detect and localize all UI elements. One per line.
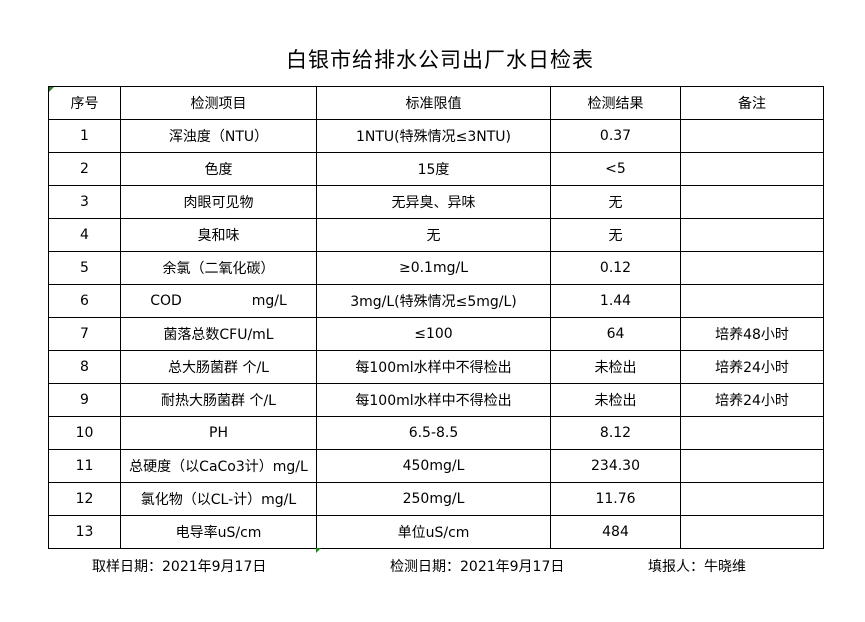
cell-marker (316, 548, 321, 553)
table-cell: 电导率uS/cm (120, 515, 317, 549)
table-cell: 3 (48, 185, 121, 219)
table-cell: 色度 (120, 152, 317, 186)
table-row: 10 PH 6.5-8.5 8.12 (48, 416, 824, 450)
inspection-table: 序号 检测项目 标准限值 检测结果 备注 1 浑浊度（NTU） 1NTU(特殊情况≤3NTU… (48, 86, 824, 549)
table-cell: 9 (48, 383, 121, 417)
table-cell (680, 284, 824, 318)
table-cell: 15度 (316, 152, 551, 186)
header-row: 序号 检测项目 标准限值 检测结果 备注 (48, 86, 824, 120)
table-cell: 8.12 (550, 416, 681, 450)
table-cell: 无异臭、异味 (316, 185, 551, 219)
table-cell (680, 482, 824, 516)
table-cell (680, 218, 824, 252)
table-cell: 484 (550, 515, 681, 549)
table-row: 3 肉眼可见物 无异臭、异味无 (48, 185, 824, 219)
table-cell: 浑浊度（NTU） (120, 119, 317, 153)
sample-date: 取样日期：2021年9月17日 (92, 559, 267, 575)
test-date: 检测日期：2021年9月17日 (390, 559, 565, 575)
table-cell: 11.76 (550, 482, 681, 516)
table-row: 7 菌落总数CFU/mL ≤100 64 培养48小时 (48, 317, 824, 351)
table-row: 13 电导率uS/cm 单位uS/cm 484 (48, 515, 824, 549)
table-cell (680, 152, 824, 186)
page-title: 白银市给排水公司出厂水日检表 (286, 48, 594, 72)
table-cell: 12 (48, 482, 121, 516)
table-cell: 无 (550, 185, 681, 219)
table-cell: 耐热大肠菌群 个/L (120, 383, 317, 417)
table-cell: 450mg/L (316, 449, 551, 483)
table-cell: 无 (550, 218, 681, 252)
table-cell: ≤100 (316, 317, 551, 351)
table-cell: 0.12 (550, 251, 681, 285)
table-row: 4 臭和味无无 (48, 218, 824, 252)
table-cell (680, 416, 824, 450)
table-cell: <5 (550, 152, 681, 186)
table-cell (680, 119, 824, 153)
table-cell: 臭和味 (120, 218, 317, 252)
table-cell: 无 (316, 218, 551, 252)
table-cell: 6.5-8.5 (316, 416, 551, 450)
table-cell (680, 515, 824, 549)
table-cell: 250mg/L (316, 482, 551, 516)
header-cell: 检测结果 (550, 86, 681, 120)
table-row: 5 余氯（二氧化碳） ≥0.1mg/L 0.12 (48, 251, 824, 285)
table-cell: 肉眼可见物 (120, 185, 317, 219)
table-cell: 234.30 (550, 449, 681, 483)
table-cell: 单位uS/cm (316, 515, 551, 549)
table-cell: 氯化物（以CL-计）mg/L (120, 482, 317, 516)
table-cell: 未检出 (550, 350, 681, 384)
table-cell: 13 (48, 515, 121, 549)
table-cell: 每100ml水样中不得检出 (316, 350, 551, 384)
table-cell: 8 (48, 350, 121, 384)
table-cell: 余氯（二氧化碳） (120, 251, 317, 285)
table-row: 9 耐热大肠菌群 个/L 每100ml水样中不得检出 未检出 培养24小时 (48, 383, 824, 417)
table-cell: 1NTU(特殊情况≤3NTU) (316, 119, 551, 153)
table-cell: 7 (48, 317, 121, 351)
header-cell: 检测项目 (120, 86, 317, 120)
table-cell: 2 (48, 152, 121, 186)
table-cell: ≥0.1mg/L (316, 251, 551, 285)
table-cell-cod: COD mg/L (120, 284, 317, 318)
table-cell: 5 (48, 251, 121, 285)
table-row: 8 总大肠菌群 个/L 每100ml水样中不得检出 未检出 培养24小时 (48, 350, 824, 384)
table-row: 1 浑浊度（NTU） 1NTU(特殊情况≤3NTU) 0.37 (48, 119, 824, 153)
table-cell (680, 185, 824, 219)
table-cell: 1.44 (550, 284, 681, 318)
table-cell: 3mg/L(特殊情况≤5mg/L) (316, 284, 551, 318)
table-cell: 培养24小时 (680, 350, 824, 384)
table-cell: 总大肠菌群 个/L (120, 350, 317, 384)
header-cell: 序号 (48, 86, 121, 120)
header-cell: 标准限值 (316, 86, 551, 120)
table-cell: 菌落总数CFU/mL (120, 317, 317, 351)
table-cell: 未检出 (550, 383, 681, 417)
table-cell: PH (120, 416, 317, 450)
table-cell: 4 (48, 218, 121, 252)
table-cell: 0.37 (550, 119, 681, 153)
table-cell (680, 251, 824, 285)
table-cell: 培养24小时 (680, 383, 824, 417)
table-cell: 10 (48, 416, 121, 450)
table-cell: 11 (48, 449, 121, 483)
table-cell: 培养48小时 (680, 317, 824, 351)
table-row: 12 氯化物（以CL-计）mg/L 250mg/L 11.76 (48, 482, 824, 516)
table-cell: 总硬度（以CaCo3计）mg/L (120, 449, 317, 483)
reporter: 填报人：牛晓维 (648, 559, 746, 575)
table-cell (680, 449, 824, 483)
table-row: 11 总硬度（以CaCo3计）mg/L 450mg/L 234.30 (48, 449, 824, 483)
cod-label: COD (150, 293, 182, 309)
table-row: 2 色度 15度 <5 (48, 152, 824, 186)
table-cell: 6 (48, 284, 121, 318)
table-cell: 1 (48, 119, 121, 153)
table-cell: 64 (550, 317, 681, 351)
cod-unit: mg/L (251, 293, 287, 309)
table-cell: 每100ml水样中不得检出 (316, 383, 551, 417)
table-row: 6 COD mg/L 3mg/L(特殊情况≤5mg/L) 1.44 (48, 284, 824, 318)
header-cell: 备注 (680, 86, 824, 120)
